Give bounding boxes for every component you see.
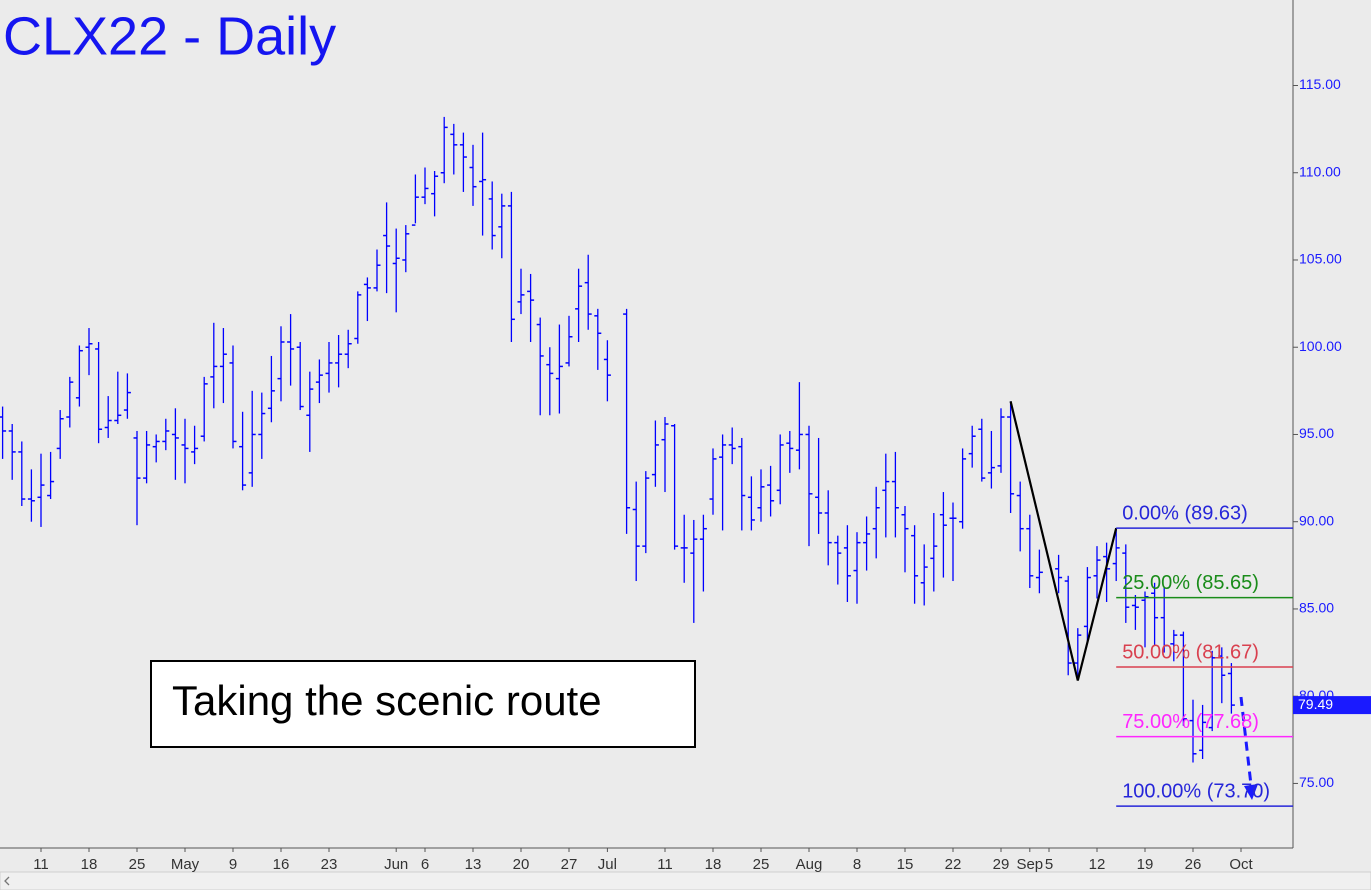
x-tick-label: 16	[273, 856, 290, 873]
x-tick-label: 13	[465, 856, 482, 873]
fib-label: 75.00% (77.68)	[1122, 711, 1259, 733]
x-tick-label: 5	[1045, 856, 1053, 873]
x-tick-label: 15	[897, 856, 914, 873]
scrollbar[interactable]	[0, 871, 1371, 890]
x-tick-label: 12	[1089, 856, 1106, 873]
x-tick-label: 29	[993, 856, 1010, 873]
x-tick-label: Jun	[384, 856, 408, 873]
x-tick-label: 20	[513, 856, 530, 873]
y-tick-label: 100.00	[1299, 338, 1342, 354]
x-tick-label: Oct	[1229, 856, 1253, 873]
y-tick-label: 90.00	[1299, 512, 1334, 528]
y-tick-label: 95.00	[1299, 425, 1334, 441]
x-tick-label: 22	[945, 856, 962, 873]
x-tick-label: 19	[1137, 856, 1154, 873]
swing-line	[1009, 401, 1118, 681]
y-tick-label: 105.00	[1299, 251, 1342, 267]
projection-arrow-head	[1244, 784, 1258, 800]
fib-label: 0.00% (89.63)	[1122, 502, 1248, 524]
x-tick-label: 11	[33, 856, 49, 873]
x-tick-label: 25	[129, 856, 146, 873]
x-tick-label: 26	[1185, 856, 1202, 873]
fib-label: 50.00% (81.67)	[1122, 641, 1259, 663]
fib-label: 25.00% (85.65)	[1122, 572, 1259, 594]
y-tick-label: 75.00	[1299, 774, 1334, 790]
x-tick-label: 8	[853, 856, 861, 873]
y-tick-label: 115.00	[1299, 76, 1341, 92]
x-tick-label: 23	[321, 856, 338, 873]
x-tick-label: 11	[657, 856, 673, 873]
last-price-box	[1293, 696, 1371, 715]
fib-label: 100.00% (73.70)	[1122, 780, 1270, 802]
x-tick-label: Aug	[796, 856, 823, 873]
annotation-box	[150, 660, 696, 748]
y-tick-label: 110.00	[1299, 163, 1341, 179]
x-tick-label: May	[171, 856, 200, 873]
last-price-label: 79.49	[1298, 696, 1333, 712]
scroll-left[interactable]	[4, 876, 10, 886]
x-tick-label: 18	[705, 856, 722, 873]
x-tick-label: Jul	[598, 856, 617, 873]
x-tick-label: Sep	[1016, 856, 1043, 873]
chart-title: CLX22 - Daily	[3, 6, 336, 66]
x-tick-label: 25	[753, 856, 770, 873]
annotation: Taking the scenic route	[172, 677, 602, 724]
x-tick-label: 9	[229, 856, 237, 873]
x-tick-label: 18	[81, 856, 98, 873]
x-tick-label: 6	[421, 856, 429, 873]
x-tick-label: 27	[561, 856, 578, 873]
y-tick-label: 85.00	[1299, 600, 1334, 616]
